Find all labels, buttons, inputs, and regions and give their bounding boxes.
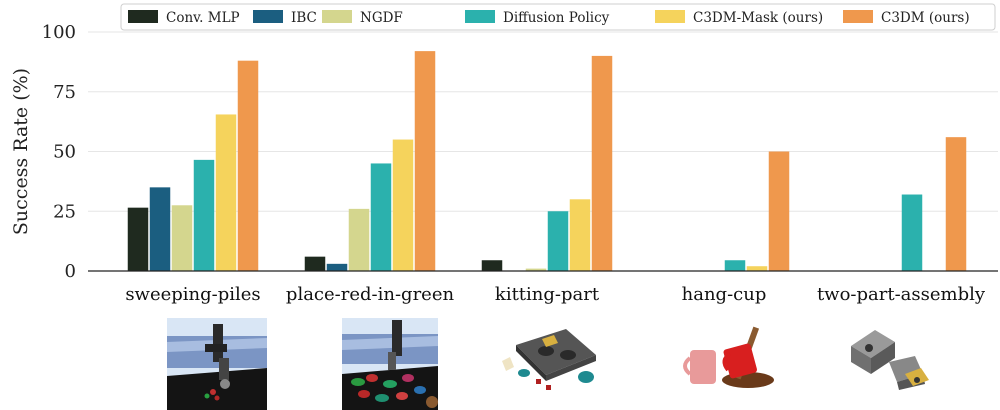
bar — [304, 256, 326, 271]
y-tick-label: 75 — [53, 82, 76, 103]
legend-label: C3DM (ours) — [881, 10, 970, 26]
bar — [724, 260, 746, 271]
bar — [481, 260, 503, 271]
bar — [326, 263, 348, 271]
legend-label: Conv. MLP — [166, 10, 240, 26]
bar — [768, 151, 790, 271]
hang-cup-icon — [683, 326, 774, 388]
robot-bowls-scene-icon — [342, 318, 438, 410]
x-tick-label: two-part-assembly — [817, 284, 986, 305]
bar — [348, 208, 370, 271]
legend-label: NGDF — [360, 10, 403, 26]
x-tick-label: kitting-part — [495, 284, 600, 305]
legend-swatch — [843, 10, 873, 23]
y-tick-label: 50 — [53, 142, 76, 163]
x-tick-label: sweeping-piles — [125, 284, 260, 305]
bar — [901, 194, 923, 271]
bar — [746, 266, 768, 271]
category-labels: sweeping-piles place-red-in-green kitting-… — [125, 284, 986, 305]
legend-label: C3DM-Mask (ours) — [693, 10, 823, 26]
bar — [392, 139, 414, 271]
legend-label: IBC — [291, 10, 317, 26]
x-tick-label: hang-cup — [682, 284, 767, 305]
bar — [370, 163, 392, 271]
bar — [171, 205, 193, 271]
legend-swatch — [128, 10, 158, 23]
legend-label: Diffusion Policy — [503, 10, 610, 26]
legend-swatch — [655, 10, 685, 23]
bar — [525, 268, 547, 271]
y-tick-label: 100 — [42, 22, 76, 43]
x-tick-label: place-red-in-green — [286, 284, 455, 305]
y-axis-label: Success Rate (%) — [10, 68, 32, 235]
bar — [127, 207, 149, 271]
bar — [547, 211, 569, 271]
y-tick-label: 25 — [53, 201, 76, 222]
legend-swatch — [465, 10, 495, 23]
robot-sweeping-scene-icon — [167, 318, 267, 410]
y-axis-ticks: 0 25 50 75 100 — [42, 22, 76, 282]
bars — [127, 51, 967, 272]
bar — [237, 60, 259, 272]
legend-swatch — [322, 10, 352, 23]
bar — [193, 159, 215, 271]
legend-swatch — [253, 10, 283, 23]
legend: Conv. MLP IBC NGDF Diffusion Policy C3DM-Mas… — [120, 3, 996, 31]
bar — [945, 137, 967, 271]
bar — [414, 51, 436, 272]
bar — [149, 187, 171, 271]
bar — [569, 199, 591, 271]
y-tick-label: 0 — [65, 261, 76, 282]
kitting-parts-icon — [502, 329, 596, 390]
assembly-parts-icon — [851, 330, 929, 390]
bar — [215, 114, 237, 271]
bar — [591, 55, 613, 272]
